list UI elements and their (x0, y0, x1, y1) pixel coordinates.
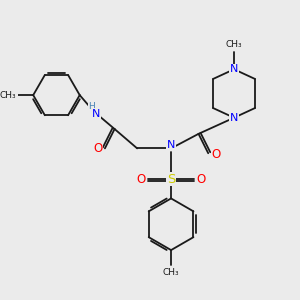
Text: CH₃: CH₃ (226, 40, 242, 49)
Text: CH₃: CH₃ (0, 91, 16, 100)
Text: S: S (167, 172, 175, 186)
Text: N: N (230, 64, 238, 74)
Text: O: O (196, 172, 206, 186)
Text: O: O (212, 148, 221, 161)
Text: O: O (137, 172, 146, 186)
Text: N: N (92, 109, 100, 119)
Text: N: N (167, 140, 175, 150)
Text: N: N (230, 113, 238, 123)
Text: H: H (88, 102, 95, 111)
Text: O: O (93, 142, 102, 155)
Text: CH₃: CH₃ (163, 268, 179, 277)
